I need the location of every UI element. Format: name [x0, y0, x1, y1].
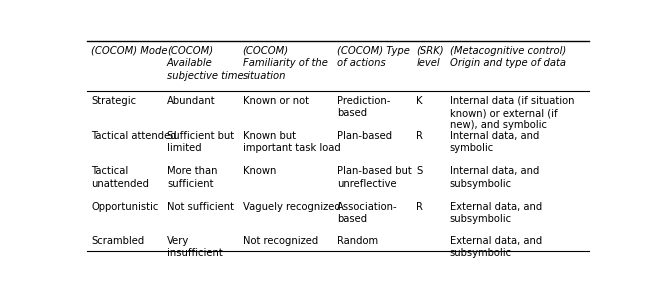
Text: (SRK)
level: (SRK) level	[417, 46, 444, 68]
Text: R: R	[417, 202, 423, 212]
Text: Abundant: Abundant	[167, 96, 215, 106]
Text: Internal data, and
symbolic: Internal data, and symbolic	[449, 131, 539, 154]
Text: Sufficient but
limited: Sufficient but limited	[167, 131, 234, 154]
Text: Internal data, and
subsymbolic: Internal data, and subsymbolic	[449, 166, 539, 189]
Text: R: R	[417, 131, 423, 141]
Text: (COCOM)
Familiarity of the
situation: (COCOM) Familiarity of the situation	[242, 46, 327, 81]
Text: Association-
based: Association- based	[337, 202, 398, 224]
Text: (Metacognitive control)
Origin and type of data: (Metacognitive control) Origin and type …	[449, 46, 566, 68]
Text: Tactical
unattended: Tactical unattended	[91, 166, 149, 189]
Text: Known: Known	[242, 166, 276, 177]
Text: Plan-based: Plan-based	[337, 131, 392, 141]
Text: K: K	[417, 96, 423, 106]
Text: Not sufficient: Not sufficient	[167, 202, 234, 212]
Text: Scrambled: Scrambled	[91, 236, 145, 246]
Text: Vaguely recognized: Vaguely recognized	[242, 202, 340, 212]
Text: Internal data (if situation
known) or external (if
new), and symbolic: Internal data (if situation known) or ex…	[449, 96, 574, 131]
Text: Very
insufficient: Very insufficient	[167, 236, 223, 258]
Text: Known or not: Known or not	[242, 96, 309, 106]
Text: Known but
important task load: Known but important task load	[242, 131, 340, 154]
Text: Opportunistic: Opportunistic	[91, 202, 158, 212]
Text: External data, and
subsymbolic: External data, and subsymbolic	[449, 202, 542, 224]
Text: (COCOM)
Available
subjective time: (COCOM) Available subjective time	[167, 46, 244, 81]
Text: Strategic: Strategic	[91, 96, 137, 106]
Text: (COCOM) Type
of actions: (COCOM) Type of actions	[337, 46, 410, 68]
Text: External data, and
subsymbolic: External data, and subsymbolic	[449, 236, 542, 258]
Text: S: S	[417, 166, 422, 177]
Text: Tactical attended: Tactical attended	[91, 131, 177, 141]
Text: Plan-based but
unreflective: Plan-based but unreflective	[337, 166, 412, 189]
Text: Not recognized: Not recognized	[242, 236, 318, 246]
Text: Random: Random	[337, 236, 378, 246]
Text: Prediction-
based: Prediction- based	[337, 96, 390, 118]
Text: More than
sufficient: More than sufficient	[167, 166, 217, 189]
Text: (COCOM) Mode: (COCOM) Mode	[91, 46, 168, 56]
